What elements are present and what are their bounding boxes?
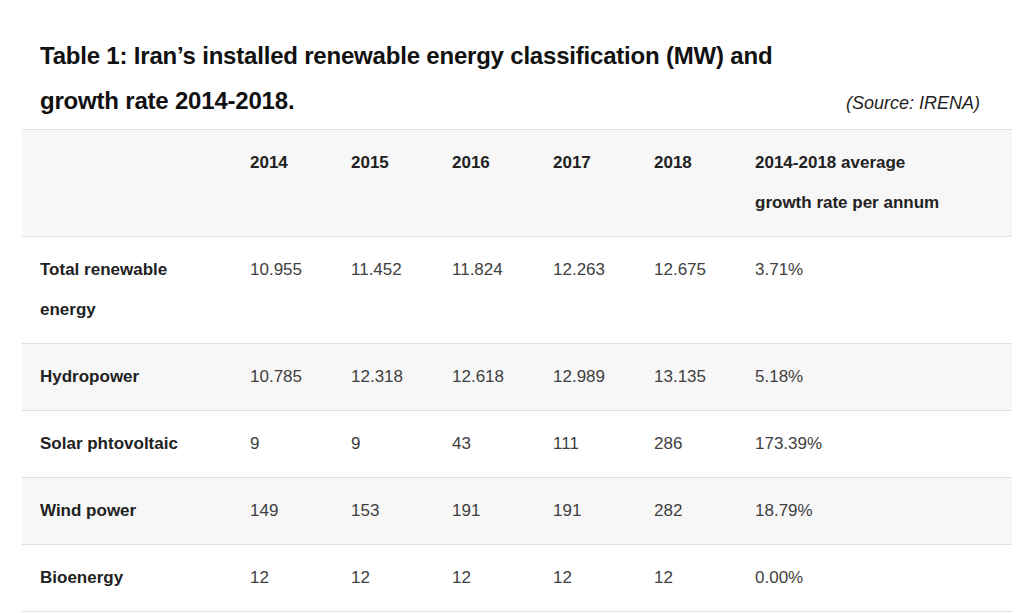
cell-wind-2014: 149 bbox=[250, 478, 351, 545]
cell-total-2014: 10.955 bbox=[250, 237, 351, 344]
cell-hydro-2016: 12.618 bbox=[452, 344, 553, 411]
table-title: Table 1: Iran’s installed renewable ener… bbox=[40, 33, 980, 123]
table-row-wind-power: Wind power 149 153 191 191 282 18.79% bbox=[22, 478, 1012, 545]
column-header-2017: 2017 bbox=[553, 130, 654, 237]
cell-hydro-2015: 12.318 bbox=[351, 344, 452, 411]
renewable-energy-table: 2014 2015 2016 2017 2018 2014-2018 avera… bbox=[22, 129, 1012, 612]
cell-solar-2014: 9 bbox=[250, 411, 351, 478]
column-header-blank bbox=[22, 130, 250, 237]
column-header-2016: 2016 bbox=[452, 130, 553, 237]
cell-hydro-2017: 12.989 bbox=[553, 344, 654, 411]
table-row-solar-photovoltaic: Solar phtovoltaic 9 9 43 111 286 173.39% bbox=[22, 411, 1012, 478]
cell-bio-2014: 12 bbox=[250, 545, 351, 612]
cell-wind-2017: 191 bbox=[553, 478, 654, 545]
cell-wind-2018: 282 bbox=[654, 478, 755, 545]
cell-bio-2018: 12 bbox=[654, 545, 755, 612]
column-header-average-growth: 2014-2018 average growth rate per annum bbox=[755, 130, 1012, 237]
cell-solar-2017: 111 bbox=[553, 411, 654, 478]
cell-bio-2016: 12 bbox=[452, 545, 553, 612]
row-label-total-renewable-energy: Total renewable energy bbox=[22, 237, 250, 344]
cell-total-2015: 11.452 bbox=[351, 237, 452, 344]
column-header-average-growth-line1: 2014-2018 average bbox=[755, 153, 905, 172]
column-header-2015: 2015 bbox=[351, 130, 452, 237]
table-caption: Table 1: Iran’s installed renewable ener… bbox=[40, 33, 980, 123]
cell-wind-growth-rate: 18.79% bbox=[755, 478, 1012, 545]
table-row-hydropower: Hydropower 10.785 12.318 12.618 12.989 1… bbox=[22, 344, 1012, 411]
table-row-total-renewable-energy: Total renewable energy 10.955 11.452 11.… bbox=[22, 237, 1012, 344]
cell-total-2017: 12.263 bbox=[553, 237, 654, 344]
row-label-text: Bioenergy bbox=[40, 558, 210, 598]
cell-solar-2016: 43 bbox=[452, 411, 553, 478]
cell-total-growth-rate: 3.71% bbox=[755, 237, 1012, 344]
column-header-2018: 2018 bbox=[654, 130, 755, 237]
cell-bio-2017: 12 bbox=[553, 545, 654, 612]
row-label-solar-photovoltaic: Solar phtovoltaic bbox=[22, 411, 250, 478]
cell-hydro-growth-rate: 5.18% bbox=[755, 344, 1012, 411]
row-label-text: Wind power bbox=[40, 491, 210, 531]
header-row: 2014 2015 2016 2017 2018 2014-2018 avera… bbox=[22, 130, 1012, 237]
cell-hydro-2014: 10.785 bbox=[250, 344, 351, 411]
cell-total-2018: 12.675 bbox=[654, 237, 755, 344]
cell-solar-2018: 286 bbox=[654, 411, 755, 478]
cell-hydro-2018: 13.135 bbox=[654, 344, 755, 411]
cell-total-2016: 11.824 bbox=[452, 237, 553, 344]
cell-bio-2015: 12 bbox=[351, 545, 452, 612]
table-title-line1: Table 1: Iran’s installed renewable ener… bbox=[40, 42, 772, 69]
source-note: (Source: IRENA) bbox=[846, 93, 980, 114]
column-header-average-growth-line2: growth rate per annum bbox=[755, 193, 939, 212]
row-label-bioenergy: Bioenergy bbox=[22, 545, 250, 612]
row-label-wind-power: Wind power bbox=[22, 478, 250, 545]
row-label-hydropower: Hydropower bbox=[22, 344, 250, 411]
column-header-2014: 2014 bbox=[250, 130, 351, 237]
table-title-line2: growth rate 2014-2018. bbox=[40, 87, 294, 114]
cell-solar-2015: 9 bbox=[351, 411, 452, 478]
row-label-text: Solar phtovoltaic bbox=[40, 424, 210, 464]
cell-wind-2015: 153 bbox=[351, 478, 452, 545]
table-row-bioenergy: Bioenergy 12 12 12 12 12 0.00% bbox=[22, 545, 1012, 612]
cell-bio-growth-rate: 0.00% bbox=[755, 545, 1012, 612]
row-label-text: Total renewable energy bbox=[40, 250, 210, 330]
cell-wind-2016: 191 bbox=[452, 478, 553, 545]
row-label-text: Hydropower bbox=[40, 357, 210, 397]
cell-solar-growth-rate: 173.39% bbox=[755, 411, 1012, 478]
